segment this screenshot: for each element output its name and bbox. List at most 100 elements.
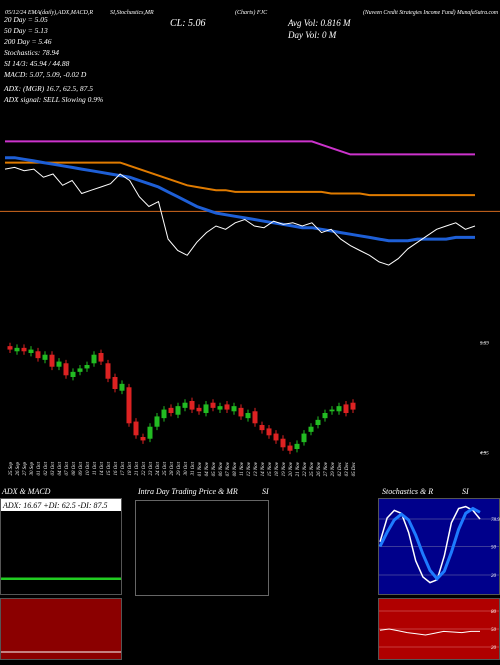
candle-body [259, 425, 265, 431]
candle-body [280, 438, 286, 448]
header-left: 05/12/24 EMA(daily),ADX,MACD,R [5, 9, 93, 16]
x-tick-label: 23 Oct [149, 461, 154, 475]
x-tick-label: 11 Oct [93, 461, 98, 475]
y-tick-label: 5.59 [480, 342, 489, 347]
x-tick-label: 16 Oct [114, 461, 119, 475]
x-tick-label: 07 Nov [226, 461, 231, 476]
candle-body [336, 406, 342, 412]
candle-body [231, 406, 237, 412]
x-tick-label: 26 Sep [16, 462, 21, 476]
panel-title-2: SI [262, 487, 269, 496]
x-tick-label: 14 Oct [100, 461, 105, 475]
x-tick-label: 21 Nov [296, 461, 301, 476]
x-tick-label: 08 Nov [233, 461, 238, 476]
candle-body [196, 407, 202, 412]
candle-body [98, 353, 104, 362]
ema-line [5, 156, 475, 243]
adx-label-bg [1, 499, 121, 511]
candle-body [28, 349, 34, 353]
x-tick-label: 26 Nov [317, 461, 322, 476]
candle-body [105, 363, 111, 379]
ema-line [5, 140, 475, 156]
candle-body [91, 354, 97, 364]
candle-body [308, 426, 314, 432]
x-tick-label: 30 Sep [30, 462, 35, 476]
candle-body [49, 354, 55, 367]
stat-line: ADX signal: SELL Slowing 0.9% [3, 95, 103, 104]
x-tick-label: 01 Oct [37, 461, 42, 475]
intraday-frame [135, 500, 269, 596]
rsi-line [379, 628, 480, 636]
ticker: (Charts) FJC [235, 9, 268, 16]
x-tick-label: 14 Nov [261, 461, 266, 476]
x-tick-label: 03 Dec [345, 461, 350, 476]
candle-body [140, 437, 146, 441]
x-tick-label: 10 Oct [86, 461, 91, 475]
candle-body [147, 426, 153, 439]
panel-title: Intra Day Trading Price & MR [137, 487, 238, 496]
x-tick-label: 28 Oct [170, 461, 175, 475]
candle-body [294, 443, 300, 449]
y-tick-label: 4.95 [480, 451, 489, 456]
x-tick-label: 22 Nov [303, 461, 308, 476]
x-tick-label: 05 Dec [352, 461, 357, 476]
y-tick-label: 20 [491, 646, 497, 651]
x-tick-label: 02 Oct [44, 461, 49, 475]
candle-body [189, 401, 195, 410]
candle-body [21, 347, 27, 352]
header: 05/12/24 EMA(daily),ADX,MACD,R SI,Stocha… [5, 9, 499, 40]
x-tick-label: 25 Oct [163, 461, 168, 475]
candle-body [112, 377, 118, 389]
x-tick-label: 15 Oct [107, 461, 112, 475]
candle-body [84, 365, 90, 369]
candle-body [315, 419, 321, 425]
header-mid: SI,Stochastics,MR [110, 10, 154, 16]
candle-body [175, 406, 181, 415]
candle-body [350, 402, 356, 410]
candle-body [42, 354, 48, 360]
price-line [4, 166, 476, 266]
candle-body [154, 416, 160, 427]
candle-body [182, 402, 188, 408]
x-tick-label: 18 Nov [275, 461, 280, 476]
candle-body [63, 363, 69, 376]
x-tick-label: 09 Oct [79, 461, 84, 475]
candle-body [210, 402, 216, 408]
stats: 20 Day = 5.05 50 Day = 5.13 200 Day = 5.46… [3, 15, 103, 104]
candle-body [266, 428, 272, 436]
candle-body [287, 445, 293, 451]
candle-body [70, 371, 76, 377]
y-tick-label: 50 [491, 628, 497, 633]
candle-body [252, 411, 258, 424]
stoch-line [378, 506, 481, 582]
panel-title: Stochastics & R [382, 487, 433, 496]
x-tick-label: 13 Nov [254, 461, 259, 476]
candle-body [343, 404, 349, 413]
x-tick-label: 02 Dec [338, 461, 343, 476]
stat-line: ADX: (MGR) 16.7, 62.5, 87.5 [3, 84, 93, 93]
stat-line: Stochastics: 78.94 [4, 48, 59, 57]
x-tick-label: 15 Nov [268, 461, 273, 476]
x-tick-label: 04 Nov [205, 461, 210, 476]
candle-body [126, 387, 132, 424]
x-tick-label: 21 Oct [135, 461, 140, 475]
x-tick-label: 27 Nov [324, 461, 329, 476]
stat-line: MACD: 5.07, 5.09, -0.02 D [3, 70, 87, 79]
x-tick-label: 25 Sep [9, 462, 14, 476]
ema-line [5, 161, 475, 197]
candle-body [35, 351, 41, 359]
x-tick-label: 19 Nov [282, 461, 287, 476]
candle-body [217, 406, 223, 410]
candle-body [77, 368, 83, 372]
candle-body [161, 409, 167, 419]
candle-body [203, 404, 209, 413]
x-tick-label: 27 Sep [23, 462, 28, 476]
x-tick-label: 06 Nov [219, 461, 224, 476]
x-tick-label: 29 Nov [331, 461, 336, 476]
x-tick-label: 24 Oct [156, 461, 161, 475]
candle-body [224, 404, 230, 410]
x-tick-label: 29 Oct [177, 461, 182, 475]
x-tick-label: 01 Nov [198, 461, 203, 476]
day-vol: Day Vol: 0 M [287, 30, 337, 40]
